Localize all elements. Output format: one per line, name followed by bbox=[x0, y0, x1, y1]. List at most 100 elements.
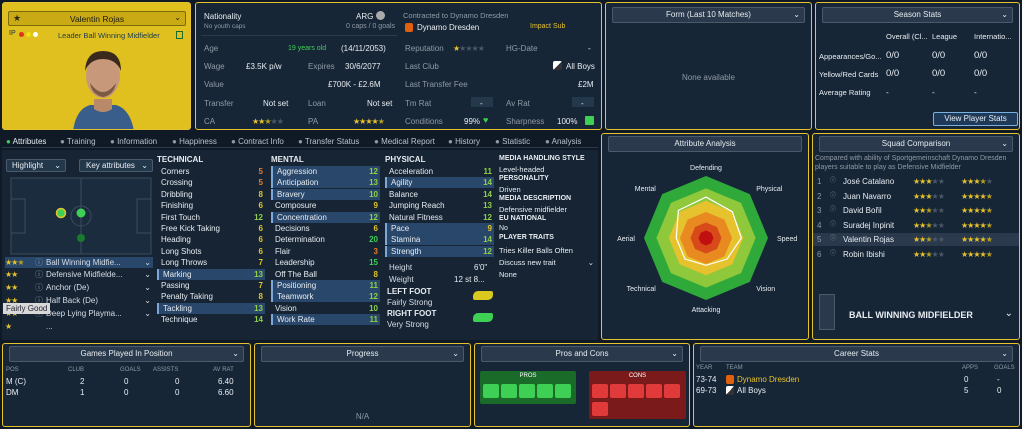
role-row[interactable]: ★★ ⓘ Defensive Midfielde... ⌄ bbox=[5, 269, 153, 280]
attribute-row[interactable]: Corners 5 bbox=[157, 166, 265, 177]
career-cell[interactable]: All Boys bbox=[737, 386, 766, 395]
trait-icon[interactable] bbox=[537, 384, 553, 398]
transfer-value[interactable]: Not set bbox=[263, 99, 289, 108]
squad-row[interactable]: 6 ⓘ Robin Ibishi ★★★★★ ★★★★★ bbox=[813, 248, 1019, 261]
squad-header[interactable]: Squad Comparison ⌄ bbox=[819, 136, 1013, 152]
attribute-row[interactable]: Agility 14 bbox=[385, 177, 494, 189]
attribute-row[interactable]: Long Shots 6 bbox=[157, 246, 265, 257]
attribute-row[interactable]: Teamwork 12 bbox=[271, 291, 380, 303]
attribute-row[interactable]: Determination 20 bbox=[271, 234, 380, 245]
tab-contract[interactable]: ● Contract Info bbox=[231, 137, 284, 146]
name-bar[interactable]: ★ Valentin Rojas ⌄ bbox=[8, 11, 186, 26]
attribute-row[interactable]: Penalty Taking 8 bbox=[157, 291, 265, 302]
tab-history[interactable]: ● History bbox=[448, 137, 480, 146]
trait-icon[interactable] bbox=[646, 384, 662, 398]
club-name[interactable]: Dynamo Dresden bbox=[417, 23, 480, 32]
chevron-down-icon[interactable]: ⌄ bbox=[671, 349, 678, 358]
tab-attributes[interactable]: ● Attributes bbox=[6, 137, 46, 146]
season-title: Season Stats bbox=[893, 10, 942, 19]
attribute-row[interactable]: Strength 12 bbox=[385, 245, 494, 257]
attribute-row[interactable]: Bravery 10 bbox=[271, 188, 380, 200]
attribute-row[interactable]: Tackling 13 bbox=[157, 302, 265, 314]
trait-icon[interactable] bbox=[592, 402, 608, 416]
proscons-header[interactable]: Pros and Cons ⌄ bbox=[481, 346, 683, 362]
attribute-row[interactable]: Pace 9 bbox=[385, 223, 494, 234]
tab-training[interactable]: ● Training bbox=[60, 137, 96, 146]
attribute-row[interactable]: Vision 10 bbox=[271, 303, 380, 314]
squad-row[interactable]: 4 ⓘ Suradej Inpinit ★★★★★ ★★★★★ bbox=[813, 219, 1019, 232]
form-header[interactable]: Form (Last 10 Matches) ⌄ bbox=[612, 7, 805, 23]
tab-happiness[interactable]: ● Happiness bbox=[172, 137, 217, 146]
attribute-row[interactable]: Off The Ball 8 bbox=[271, 269, 380, 280]
attribute-row[interactable]: Jumping Reach 13 bbox=[385, 200, 494, 211]
squad-row[interactable]: 2 ⓘ Juan Navarro ★★★★★ ★★★★★ bbox=[813, 190, 1019, 203]
trait-icon[interactable] bbox=[501, 384, 517, 398]
attribute-name: Bravery bbox=[277, 189, 305, 199]
role-row[interactable]: ★... bbox=[5, 321, 153, 332]
attribute-row[interactable]: Heading 6 bbox=[157, 234, 265, 245]
season-header[interactable]: Season Stats ⌄ bbox=[822, 7, 1013, 23]
games-header[interactable]: Games Played In Position ⌄ bbox=[9, 346, 244, 362]
attribute-row[interactable]: Flair 3 bbox=[271, 246, 380, 257]
attribute-row[interactable]: First Touch 12 bbox=[157, 212, 265, 223]
clipboard-icon[interactable] bbox=[176, 31, 183, 39]
squad-row[interactable]: 5 ⓘ Valentin Rojas ★★★★★ ★★★★★ bbox=[813, 233, 1019, 247]
tab-statistic[interactable]: ● Statistic bbox=[495, 137, 530, 146]
squad-row[interactable]: 3 ⓘ David Bořil ★★★★★ ★★★★★ bbox=[813, 204, 1019, 217]
tab-transfer-status[interactable]: ● Transfer Status bbox=[298, 137, 359, 146]
squad-row[interactable]: 1 ⓘ José Catalano ★★★★★ ★★★★★ bbox=[813, 175, 1019, 188]
last-club-value[interactable]: All Boys bbox=[566, 62, 595, 71]
view-player-stats-button[interactable]: View Player Stats bbox=[933, 112, 1018, 126]
attribute-row[interactable]: Long Throws 7 bbox=[157, 257, 265, 268]
key-attributes-dropdown[interactable]: Key attributes ⌄ bbox=[79, 159, 153, 172]
attribute-row[interactable]: Passing 7 bbox=[157, 280, 265, 291]
attribute-row[interactable]: Leadership 15 bbox=[271, 257, 380, 268]
chevron-down-icon[interactable]: ⌄ bbox=[174, 13, 181, 22]
career-cell[interactable]: Dynamo Dresden bbox=[737, 375, 800, 384]
chevron-down-icon[interactable]: ⌄ bbox=[1001, 10, 1008, 19]
trait-icon[interactable] bbox=[519, 384, 535, 398]
attribute-row[interactable]: Aggression 12 bbox=[271, 166, 380, 177]
attribute-row[interactable]: Finishing 6 bbox=[157, 200, 265, 211]
trait-icon[interactable] bbox=[664, 384, 680, 398]
chevron-down-icon[interactable]: ⌄ bbox=[452, 349, 459, 358]
discuss-trait-dropdown[interactable]: Discuss new trait ⌄ bbox=[499, 258, 596, 267]
trait-icon[interactable] bbox=[555, 384, 571, 398]
tab-analysis[interactable]: ● Analysis bbox=[545, 137, 581, 146]
attribute-row[interactable]: Dribbling 8 bbox=[157, 189, 265, 200]
highlight-dropdown[interactable]: Highlight ⌄ bbox=[6, 159, 66, 172]
attribute-row[interactable]: Natural Fitness 12 bbox=[385, 212, 494, 223]
attribute-row[interactable]: Balance 14 bbox=[385, 189, 494, 200]
chevron-down-icon[interactable]: ⌄ bbox=[1004, 308, 1013, 319]
attribute-row[interactable]: Marking 13 bbox=[157, 268, 265, 280]
progress-header[interactable]: Progress ⌄ bbox=[261, 346, 464, 362]
attribute-row[interactable]: Positioning 11 bbox=[271, 280, 380, 291]
attribute-row[interactable]: Technique 14 bbox=[157, 314, 265, 325]
role-row[interactable]: ★★★ ⓘ Ball Winning Midfie... ⌄ bbox=[5, 257, 153, 268]
chevron-down-icon[interactable]: ⌄ bbox=[793, 10, 800, 19]
attribute-row[interactable]: Stamina 14 bbox=[385, 234, 494, 246]
role-row[interactable]: ★★ ⓘ Anchor (De) ⌄ bbox=[5, 282, 153, 293]
chevron-down-icon[interactable]: ⌄ bbox=[232, 349, 239, 358]
attribute-value: 14 bbox=[483, 178, 492, 188]
trait-icon[interactable] bbox=[483, 384, 499, 398]
attribute-row[interactable]: Anticipation 13 bbox=[271, 177, 380, 189]
trait-icon[interactable] bbox=[610, 384, 626, 398]
attribute-name: Strength bbox=[391, 246, 422, 256]
attribute-row[interactable]: Work Rate 11 bbox=[271, 314, 380, 326]
trait-icon[interactable] bbox=[628, 384, 644, 398]
role-row[interactable]: ★★ ⓘ Half Back (De) ⌄ bbox=[5, 295, 153, 306]
tab-medical[interactable]: ● Medical Report bbox=[374, 137, 435, 146]
attribute-row[interactable]: Decisions 6 bbox=[271, 223, 380, 234]
loan-value[interactable]: Not set bbox=[367, 99, 393, 108]
attribute-row[interactable]: Acceleration 11 bbox=[385, 166, 494, 177]
attribute-row[interactable]: Concentration 12 bbox=[271, 211, 380, 223]
attribute-row[interactable]: Crossing 5 bbox=[157, 177, 265, 188]
attribute-row[interactable]: Free Kick Taking 6 bbox=[157, 223, 265, 234]
attribute-row[interactable]: Composure 9 bbox=[271, 200, 380, 211]
trait-icon[interactable] bbox=[592, 384, 608, 398]
chevron-down-icon[interactable]: ⌄ bbox=[1001, 139, 1008, 148]
career-header[interactable]: Career Stats ⌄ bbox=[700, 346, 1013, 362]
chevron-down-icon[interactable]: ⌄ bbox=[1001, 349, 1008, 358]
tab-information[interactable]: ● Information bbox=[110, 137, 157, 146]
